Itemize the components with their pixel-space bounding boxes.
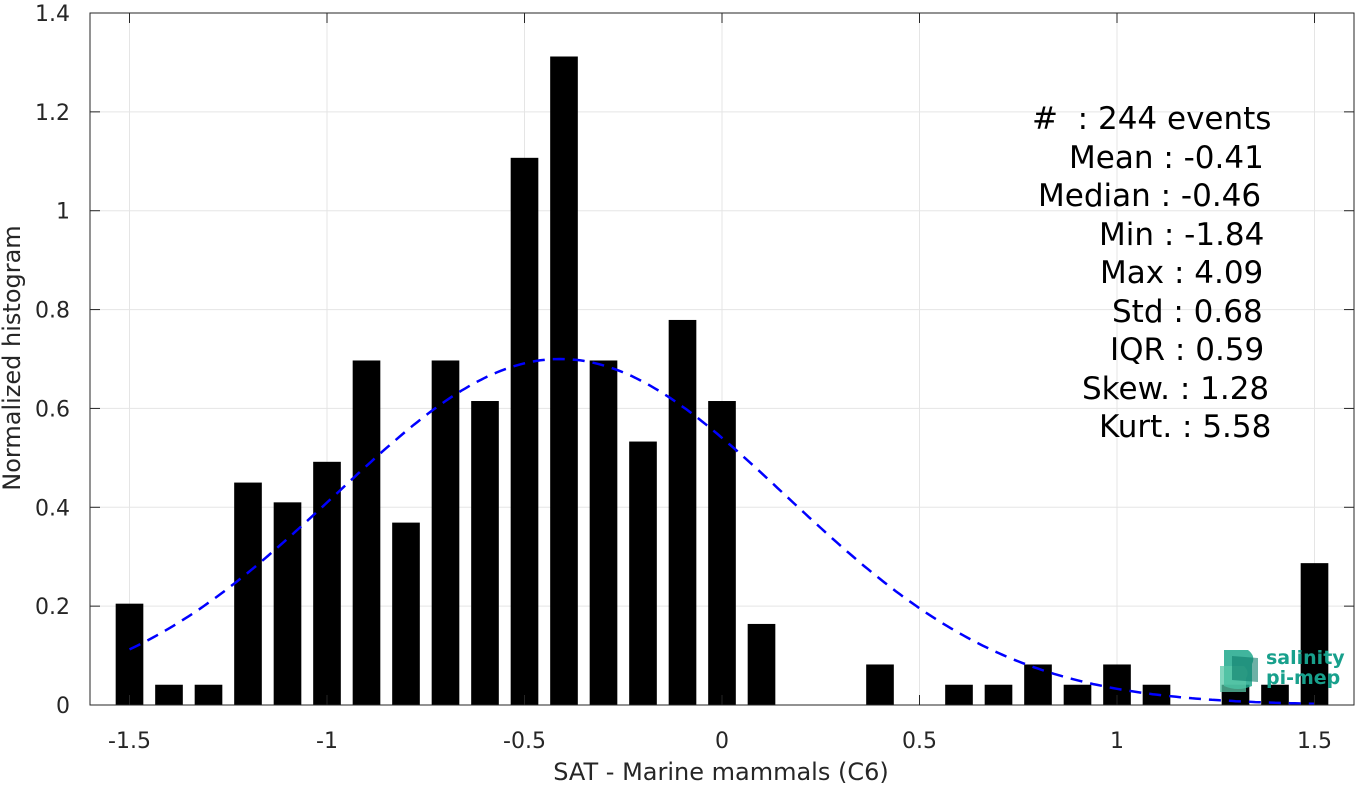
histogram-bar xyxy=(1024,664,1052,705)
x-tick-label: 1.5 xyxy=(1297,729,1332,754)
histogram-bar xyxy=(984,684,1013,705)
salinity-pimep-logo: salinity pi-mep xyxy=(1218,646,1348,694)
histogram-bar xyxy=(352,360,381,705)
stat-count: # : 244 events xyxy=(1032,101,1272,137)
histogram-bar xyxy=(550,56,578,706)
y-tick-label: 0.2 xyxy=(35,595,70,620)
logo-text-pimep: pi-mep xyxy=(1266,667,1341,689)
histogram-bar xyxy=(510,157,539,706)
x-tick-label: 1 xyxy=(1110,729,1124,754)
axis-ticks xyxy=(90,12,1354,706)
histogram-bar xyxy=(629,441,657,705)
histogram-bar xyxy=(115,603,144,705)
histogram-bar xyxy=(589,360,618,705)
histogram-bar xyxy=(1063,684,1092,705)
histogram-bars xyxy=(115,56,1329,706)
normal-fit-curve xyxy=(128,357,1315,705)
x-axis-label: SAT - Marine mammals (C6) xyxy=(553,758,888,785)
stat-mean: Mean : -0.41 xyxy=(1069,139,1264,176)
histogram-bar xyxy=(392,522,420,705)
histogram-bar xyxy=(866,664,894,705)
histogram-bar xyxy=(313,461,341,705)
x-tick-label: -1 xyxy=(316,729,338,754)
stat-std: Std : 0.68 xyxy=(1112,293,1263,330)
y-tick-label: 0 xyxy=(56,694,70,719)
histogram-bar xyxy=(1261,684,1289,705)
histogram-bar xyxy=(273,502,302,705)
histogram-bar xyxy=(431,360,460,705)
grid-lines xyxy=(90,12,1354,706)
stat-iqr: IQR : 0.59 xyxy=(1110,332,1265,368)
y-axis-tick-labels: 0 0.2 0.4 0.6 0.8 1 1.2 1.4 xyxy=(35,2,70,719)
y-tick-label: 0.4 xyxy=(35,496,70,521)
y-tick-label: 1.2 xyxy=(35,101,70,126)
y-tick-label: 0.6 xyxy=(35,397,70,422)
x-tick-label: 0 xyxy=(715,729,729,754)
histogram-bar xyxy=(668,319,697,705)
x-tick-label: 0.5 xyxy=(902,729,937,754)
x-tick-label: -1.5 xyxy=(108,729,151,754)
histogram-bar xyxy=(747,623,776,705)
stat-min: Min : -1.84 xyxy=(1099,216,1265,253)
histogram-bar xyxy=(945,684,973,705)
logo-emblem-icon xyxy=(1220,650,1258,692)
y-axis-label: Normalized histogram xyxy=(0,225,26,490)
histogram-bar xyxy=(708,401,736,705)
stat-max: Max : 4.09 xyxy=(1100,255,1264,291)
stat-skew: Skew. : 1.28 xyxy=(1082,370,1270,407)
y-tick-label: 1.4 xyxy=(35,2,70,27)
x-axis-tick-labels: -1.5 -1 -0.5 0 0.5 1 1.5 xyxy=(108,729,1332,754)
stat-median: Median : -0.46 xyxy=(1038,178,1262,214)
stat-kurt: Kurt. : 5.58 xyxy=(1099,409,1272,445)
histogram-bar xyxy=(234,482,262,705)
y-tick-label: 0.8 xyxy=(35,299,70,324)
histogram-bar xyxy=(194,684,223,705)
y-tick-label: 1 xyxy=(56,200,70,225)
logo-text-salinity: salinity xyxy=(1266,647,1345,669)
histogram-bar xyxy=(155,684,183,705)
histogram-bar xyxy=(471,401,499,705)
statistics-box: # : 244 events Mean : -0.41 Median : -0.… xyxy=(990,100,1290,447)
x-tick-label: -0.5 xyxy=(503,729,546,754)
histogram-bar xyxy=(1300,563,1329,705)
